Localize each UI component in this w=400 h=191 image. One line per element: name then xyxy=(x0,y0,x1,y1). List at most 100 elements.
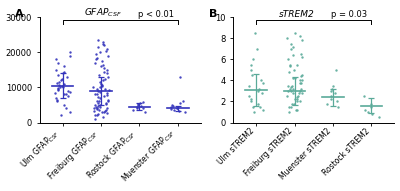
Point xyxy=(330,84,336,87)
Point xyxy=(98,65,105,68)
Point xyxy=(59,77,65,80)
Point xyxy=(256,87,262,90)
Point xyxy=(105,54,111,57)
Point xyxy=(90,110,97,113)
Point xyxy=(97,96,103,100)
Point xyxy=(292,32,298,35)
Point xyxy=(284,37,290,40)
Point xyxy=(291,102,298,105)
Point xyxy=(290,68,297,71)
Point xyxy=(56,81,63,84)
Text: sTREM2: sTREM2 xyxy=(279,11,314,19)
Point xyxy=(299,39,305,42)
Point xyxy=(285,84,291,87)
Point xyxy=(298,75,304,78)
Point xyxy=(376,116,382,119)
Point xyxy=(52,91,58,94)
Point xyxy=(96,74,103,77)
Point xyxy=(98,110,105,113)
Point xyxy=(65,95,72,98)
Point xyxy=(94,96,101,99)
Point xyxy=(324,102,330,105)
Point xyxy=(290,87,296,90)
Point xyxy=(328,95,334,98)
Point xyxy=(294,100,300,103)
Point xyxy=(66,51,73,54)
Point xyxy=(248,68,254,71)
Point xyxy=(61,82,68,85)
Point xyxy=(250,105,256,108)
Point xyxy=(61,104,67,107)
Point xyxy=(100,116,106,119)
Point xyxy=(96,104,103,107)
Point xyxy=(94,113,100,116)
Point xyxy=(298,56,305,59)
Point xyxy=(286,105,292,108)
Point xyxy=(95,102,101,105)
Point xyxy=(248,63,254,66)
Point xyxy=(101,77,108,80)
Point xyxy=(105,98,111,101)
Point xyxy=(105,100,112,103)
Point xyxy=(288,89,294,92)
Point xyxy=(58,84,65,87)
Point xyxy=(288,47,295,50)
Point xyxy=(290,45,296,48)
Point xyxy=(290,54,296,57)
Point xyxy=(52,68,59,71)
Point xyxy=(168,108,174,111)
Point xyxy=(61,65,68,68)
Point xyxy=(134,105,140,108)
Point xyxy=(246,95,252,98)
Point xyxy=(103,103,110,106)
Point xyxy=(98,60,105,63)
Point xyxy=(368,102,374,105)
Point xyxy=(248,74,255,77)
Point xyxy=(169,104,175,107)
Point xyxy=(104,94,110,97)
Point xyxy=(294,98,300,101)
Point xyxy=(96,99,102,102)
Point xyxy=(258,79,264,82)
Point xyxy=(97,85,103,88)
Point xyxy=(284,89,291,92)
Point xyxy=(365,110,371,113)
Point xyxy=(260,81,266,84)
Point xyxy=(93,58,99,61)
Point xyxy=(102,109,108,112)
Point xyxy=(290,91,296,95)
Point xyxy=(175,110,182,113)
Point xyxy=(58,114,64,117)
Point xyxy=(96,105,103,108)
Point xyxy=(100,70,107,73)
Text: B: B xyxy=(209,9,217,19)
Point xyxy=(298,74,305,77)
Point xyxy=(55,74,61,77)
Point xyxy=(299,79,305,82)
Point xyxy=(176,102,183,105)
Point xyxy=(100,44,107,47)
Text: GFAP$_{CSF}$: GFAP$_{CSF}$ xyxy=(84,7,122,19)
Point xyxy=(93,92,100,95)
Point xyxy=(63,107,69,110)
Point xyxy=(94,106,100,109)
Point xyxy=(134,106,140,109)
Point xyxy=(64,89,71,92)
Point xyxy=(64,75,70,79)
Point xyxy=(63,92,69,95)
Point xyxy=(171,109,178,112)
Point xyxy=(92,114,98,117)
Point xyxy=(54,100,60,103)
Point xyxy=(54,61,61,64)
Point xyxy=(104,91,110,94)
Point xyxy=(60,72,66,75)
Point xyxy=(100,42,107,45)
Point xyxy=(91,107,98,110)
Point xyxy=(299,91,305,95)
Point xyxy=(251,110,258,113)
Point xyxy=(254,102,261,105)
Point xyxy=(298,53,304,56)
Point xyxy=(289,102,295,105)
Point xyxy=(248,100,254,103)
Point xyxy=(286,63,293,66)
